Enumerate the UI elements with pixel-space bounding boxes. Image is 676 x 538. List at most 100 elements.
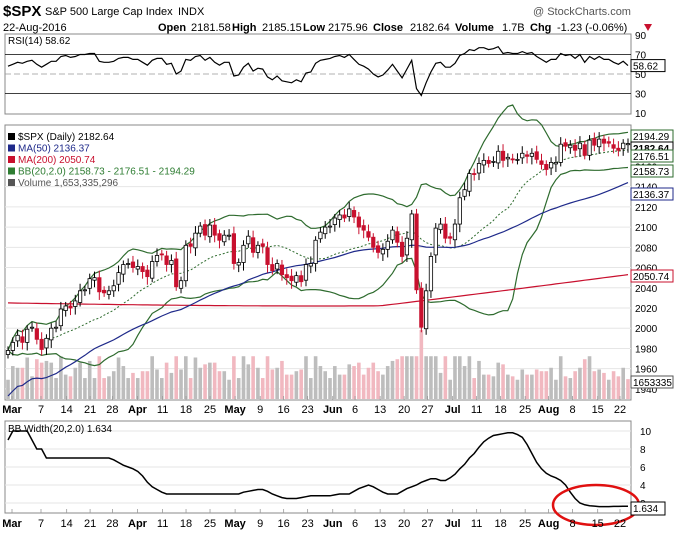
volume-bar [135,378,140,399]
volume-bar [515,379,520,399]
rsi-last-tag-box [630,59,666,73]
candle-body [63,305,68,311]
candle-body [356,216,361,228]
candle-body [164,255,169,265]
x-axis-top: Mar 7 14 21 28 Apr 11 18 25 May 9 16 23 Jun 6 13 20 27 Jul… [2,396,626,416]
volume-bar [280,360,284,399]
volume-bar [15,367,20,399]
price-panel-frame [4,124,632,401]
candle-body [106,290,112,295]
candle-body [342,214,347,219]
volume-bar [121,366,126,399]
x-axis-label: 18 [180,404,192,416]
candle-body [534,151,539,160]
price-tag-box [630,149,674,163]
candle-body [424,290,429,330]
volume-bar [448,379,452,399]
volume-bar [145,371,150,399]
volume-bar [462,366,467,399]
watermark: @ StockCharts.com [533,6,631,18]
volume-bar [308,378,313,399]
candle-body [279,264,285,276]
volume-bar [376,371,380,399]
x-axis-label: 11 [157,404,168,416]
candle-body [553,161,559,165]
x-axis-label: 6 [352,404,358,416]
volume-bar [78,362,82,399]
volume-bar [35,359,39,399]
price-tick-label: 2080 [635,243,658,254]
candle-body [226,234,232,237]
volume-bar [116,357,121,399]
volume-bar [188,378,193,399]
rsi-tick-labels: 90 70 50 30 10 58.62 [630,31,666,120]
candle-body [154,255,160,262]
x-axis-label: 16 [278,404,290,416]
candle-body [366,231,371,238]
candle-body [515,158,520,161]
candle-body [380,248,385,255]
volume-bar [294,371,299,399]
x-axis-label: 7 [38,404,44,416]
volume-bar [323,371,328,399]
candle-body [621,142,626,150]
volume-bar [558,356,563,399]
bbw-panel: 108642 BB Width(20,2.0) 1.634 1.634 [4,420,666,527]
volume-bar [592,371,597,399]
volume-bar [6,379,10,399]
price-tick-label: 2120 [635,203,658,214]
candle-body [111,285,116,292]
candle-body [371,236,376,248]
volume-bar [313,356,318,399]
candle-body [231,233,236,264]
volume-bar [107,376,111,399]
rsi-tick-label: 70 [635,51,647,62]
x-axis-label: 14 [61,518,73,530]
volume-bar [482,374,486,399]
volume-bar [438,372,443,399]
candle-body [539,160,544,165]
candle-body [289,275,294,282]
candle-body [337,214,342,220]
volume-bar [246,364,251,399]
x-axis-label: 15 [592,518,604,530]
symbol: $SPX [3,3,41,20]
price-gridlines [5,186,631,390]
x-axis-label: 25 [519,518,531,530]
price-legend-item: MA(50) 2136.37 [18,144,90,155]
candle-body [433,227,438,256]
candle-body [260,243,265,247]
volume-bar [155,369,159,399]
volume-bar [39,362,44,399]
x-axis-label: 25 [204,404,216,416]
candle-body [130,261,136,268]
volume-bar [616,376,621,399]
volume-bar [568,378,573,399]
candle-body [428,256,434,292]
price-tag: 2136.37 [633,190,670,201]
volume-bar [496,362,501,399]
volume-bar [212,362,217,399]
candle-body [44,337,49,349]
x-axis-label: 28 [106,518,118,530]
candle-body [202,224,208,236]
volume-bar [366,367,371,399]
x-axis-label: Jul [445,518,461,530]
x-axis-label: 6 [352,518,358,530]
x-axis-label: 9 [257,404,263,416]
volume-bar [337,374,342,399]
volume-bar [539,371,544,399]
candle-body [375,245,381,253]
x-axis-label: Aug [538,404,559,416]
volume-bar [251,356,255,399]
candle-body [97,277,102,293]
volume-bar [299,369,303,399]
volume-bar [405,356,409,399]
open-value: 2181.58 [191,22,231,34]
price-tick-label: 2020 [635,304,658,315]
candle-body [414,213,419,291]
candle-body [332,217,337,225]
x-axis-label: Aug [538,518,559,530]
x-axis-label: 11 [471,518,482,530]
